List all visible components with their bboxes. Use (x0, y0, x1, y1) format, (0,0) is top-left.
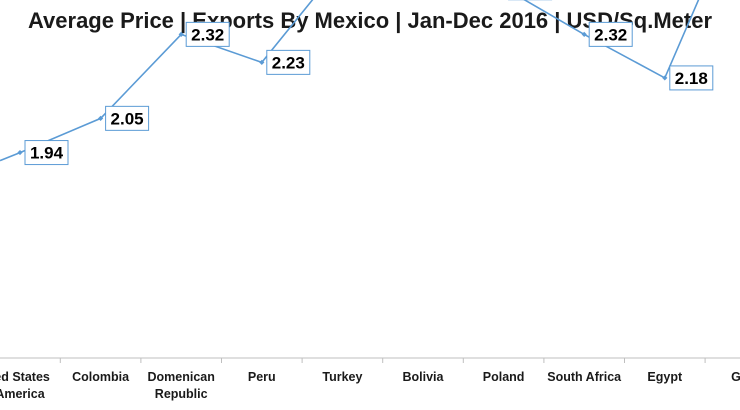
x-tick-label: America (0, 387, 46, 401)
x-tick-label: Turkey (322, 370, 362, 384)
x-tick-label: Colombia (72, 370, 130, 384)
data-label-text: 2.32 (594, 25, 627, 44)
data-label-box (669, 65, 714, 91)
data-point (581, 31, 587, 37)
data-label-text: 2.32 (191, 25, 224, 44)
data-label-box (185, 21, 230, 47)
x-tick-label: Poland (483, 370, 525, 384)
x-axis-labels: ted States America Colombia Domenican Republ… (0, 370, 740, 401)
data-label: 2.18 (669, 65, 714, 91)
x-tick-label: Peru (248, 370, 276, 384)
data-point (259, 59, 265, 65)
data-label-box (24, 140, 69, 166)
data-label-text: 1.94 (30, 144, 64, 163)
x-tick-label: Bolivia (403, 370, 445, 384)
x-tick-label: Republic (155, 387, 208, 401)
data-label: 2.05 (105, 105, 150, 131)
data-label-box (105, 105, 150, 131)
data-label-text: 2.18 (675, 69, 708, 88)
data-label: 1.94 (24, 140, 69, 166)
x-axis-ticks (59, 358, 706, 363)
data-label-text: 2.23 (272, 53, 305, 72)
x-tick-label: Egypt (647, 370, 683, 384)
data-point (17, 149, 23, 156)
x-tick-label: ted States (0, 370, 50, 384)
data-labels: 1.942.052.322.232.552.582.472.322.18 (24, 0, 714, 166)
x-tick-label: South Africa (547, 370, 622, 384)
price-series (0, 0, 700, 162)
data-point (98, 115, 104, 121)
data-label: 2.32 (588, 21, 633, 47)
x-tick-label: Domenican (148, 370, 215, 384)
data-label-box (266, 49, 311, 75)
series-line (0, 0, 700, 162)
data-label: 2.32 (185, 21, 230, 47)
data-point (662, 75, 668, 81)
x-tick-label: Guat (731, 370, 740, 384)
data-label: 2.23 (266, 49, 311, 75)
data-label-box (588, 21, 633, 47)
data-point (178, 31, 184, 37)
data-label-text: 2.05 (111, 109, 144, 128)
